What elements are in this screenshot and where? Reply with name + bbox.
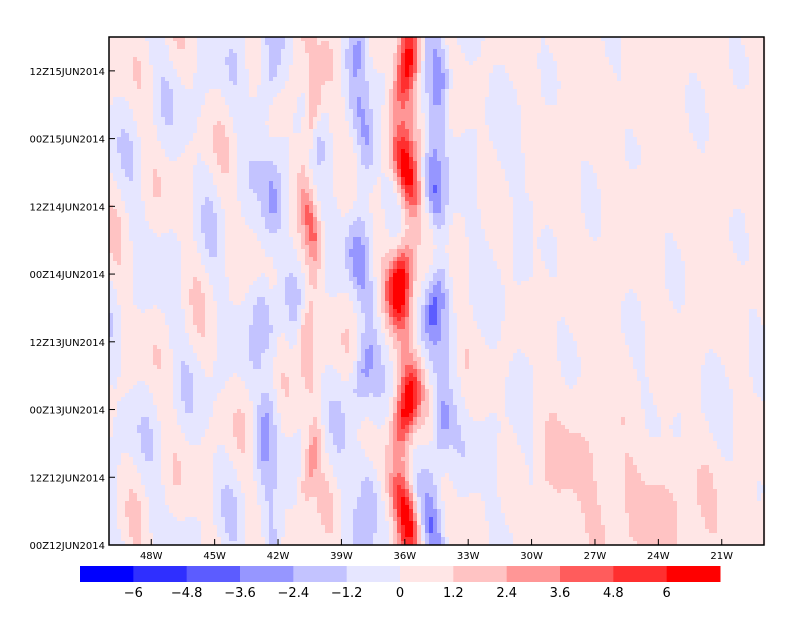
colorbar-label: 0: [396, 586, 404, 601]
colorbar-label: −2.4: [278, 586, 310, 601]
colorbar-label: 3.6: [550, 586, 571, 601]
y-tick-label: 00Z15JUN2014: [30, 135, 106, 146]
colorbar-label: 6: [663, 586, 671, 601]
colorbar-label: 1.2: [443, 586, 464, 601]
colorbar-swatch: [453, 566, 508, 582]
colorbar-label: −1.2: [331, 586, 363, 601]
x-tick-label: 45W: [203, 551, 226, 562]
y-tick-label: 00Z14JUN2014: [30, 270, 106, 281]
x-tick-label: 21W: [710, 551, 733, 562]
y-tick-label: 12Z12JUN2014: [30, 473, 106, 484]
colorbar-swatch: [133, 566, 188, 582]
colorbar-label: −4.8: [171, 586, 203, 601]
x-tick-label: 36W: [393, 551, 416, 562]
colorbar-swatch: [186, 566, 241, 582]
plot-frame: [108, 36, 765, 546]
contour-field: [109, 37, 766, 546]
colorbar-swatch: [240, 566, 294, 582]
x-tick-label: 42W: [267, 551, 290, 562]
colorbar-swatch: [346, 566, 401, 582]
colorbar-swatch: [80, 566, 134, 582]
x-tick-label: 48W: [140, 551, 163, 562]
x-tick-label: 33W: [457, 551, 480, 562]
colorbar-swatch: [506, 566, 561, 582]
y-tick-label: 12Z14JUN2014: [30, 202, 106, 213]
colorbar-label: −6: [124, 586, 143, 601]
colorbar-swatch: [293, 566, 348, 582]
y-tick-label: 12Z13JUN2014: [30, 338, 106, 349]
colorbar-label: −3.6: [224, 586, 256, 601]
x-tick-label: 27W: [584, 551, 607, 562]
x-tick-label: 24W: [647, 551, 670, 562]
y-tick-label: 12Z15JUN2014: [30, 67, 106, 78]
colorbar-swatch: [613, 566, 668, 582]
y-axis: 00Z12JUN2014 12Z12JUN2014 00Z13JUN2014 12Z1…: [30, 67, 115, 552]
colorbar-label: 4.8: [603, 586, 624, 601]
colorbar: −6 −4.8 −3.6 −2.4 −1.2 0 1.2 2.4 3.6 4.8 6: [80, 566, 721, 601]
colorbar-swatch: [666, 566, 721, 582]
y-tick-label: 00Z13JUN2014: [30, 406, 106, 417]
x-tick-label: 30W: [520, 551, 543, 562]
y-tick-label: 00Z12JUN2014: [30, 541, 106, 552]
colorbar-swatch: [560, 566, 614, 582]
colorbar-label: 2.4: [496, 586, 517, 601]
colorbar-swatch: [400, 566, 454, 582]
x-tick-label: 39W: [330, 551, 353, 562]
x-axis: 48W 45W 42W 39W 36W 33W 30W 27W 24W 21W: [140, 539, 733, 562]
